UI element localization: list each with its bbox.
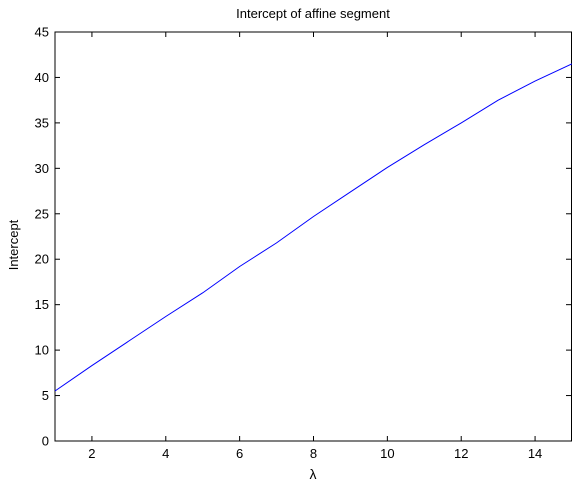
series-line	[54, 63, 572, 392]
x-tick-label: 10	[380, 446, 394, 461]
x-axis-label: λ	[310, 466, 317, 482]
y-tick-label: 15	[35, 297, 49, 312]
y-tick-label: 20	[35, 252, 49, 267]
y-tick-label: 40	[35, 70, 49, 85]
x-tick-label: 12	[454, 446, 468, 461]
y-tick-label: 5	[42, 388, 49, 403]
x-tick-label: 2	[88, 446, 95, 461]
y-axis-label: Intercept	[6, 219, 21, 270]
y-tick-label: 35	[35, 115, 49, 130]
x-tick-label: 6	[236, 446, 243, 461]
x-tick-label: 4	[162, 446, 169, 461]
plot-area: 2 4 6 8 10 12 14 0 5 10 15 20 25 30 35 40 45	[35, 25, 572, 461]
y-tick-label: 25	[35, 206, 49, 221]
y-tick-label: 45	[35, 25, 49, 40]
axes-frame	[54, 31, 572, 442]
y-tick-label: 0	[42, 434, 49, 449]
y-tick-label: 10	[35, 343, 49, 358]
chart-title: Intercept of affine segment	[236, 6, 390, 21]
y-tick-label: 30	[35, 161, 49, 176]
x-tick-label: 8	[310, 446, 317, 461]
x-tick-label: 14	[528, 446, 542, 461]
